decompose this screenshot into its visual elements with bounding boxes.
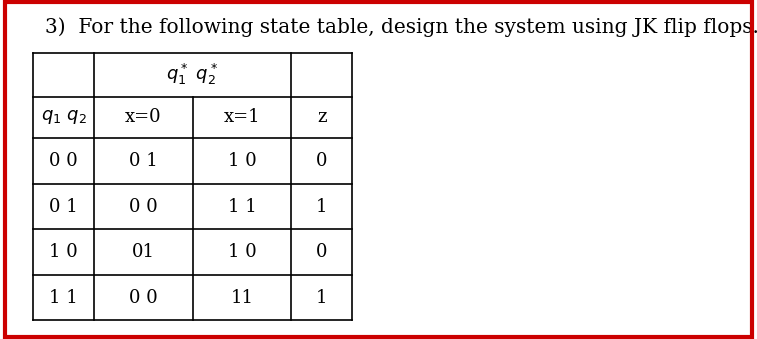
Text: 3)  For the following state table, design the system using JK flip flops.: 3) For the following state table, design…	[45, 17, 757, 37]
Text: 11: 11	[231, 288, 254, 306]
Text: 1 0: 1 0	[49, 243, 78, 261]
Text: 0: 0	[316, 152, 328, 170]
Text: 1: 1	[316, 198, 328, 216]
Text: 0 1: 0 1	[129, 152, 157, 170]
Text: 1 0: 1 0	[228, 152, 257, 170]
Text: z: z	[317, 108, 326, 126]
Text: 1: 1	[316, 288, 328, 306]
Text: 0 0: 0 0	[129, 288, 157, 306]
Text: x=1: x=1	[224, 108, 260, 126]
Text: 0 0: 0 0	[129, 198, 157, 216]
Text: 1 1: 1 1	[228, 198, 257, 216]
Text: 0 1: 0 1	[49, 198, 78, 216]
Text: 01: 01	[132, 243, 154, 261]
Text: 0: 0	[316, 243, 328, 261]
Text: 1 1: 1 1	[49, 288, 78, 306]
Text: x=0: x=0	[125, 108, 161, 126]
Text: $q_1\ q_2$: $q_1\ q_2$	[41, 108, 86, 126]
Text: $q_1^*\ q_2^*$: $q_1^*\ q_2^*$	[167, 62, 219, 87]
Text: 1 0: 1 0	[228, 243, 257, 261]
Text: 0 0: 0 0	[49, 152, 78, 170]
